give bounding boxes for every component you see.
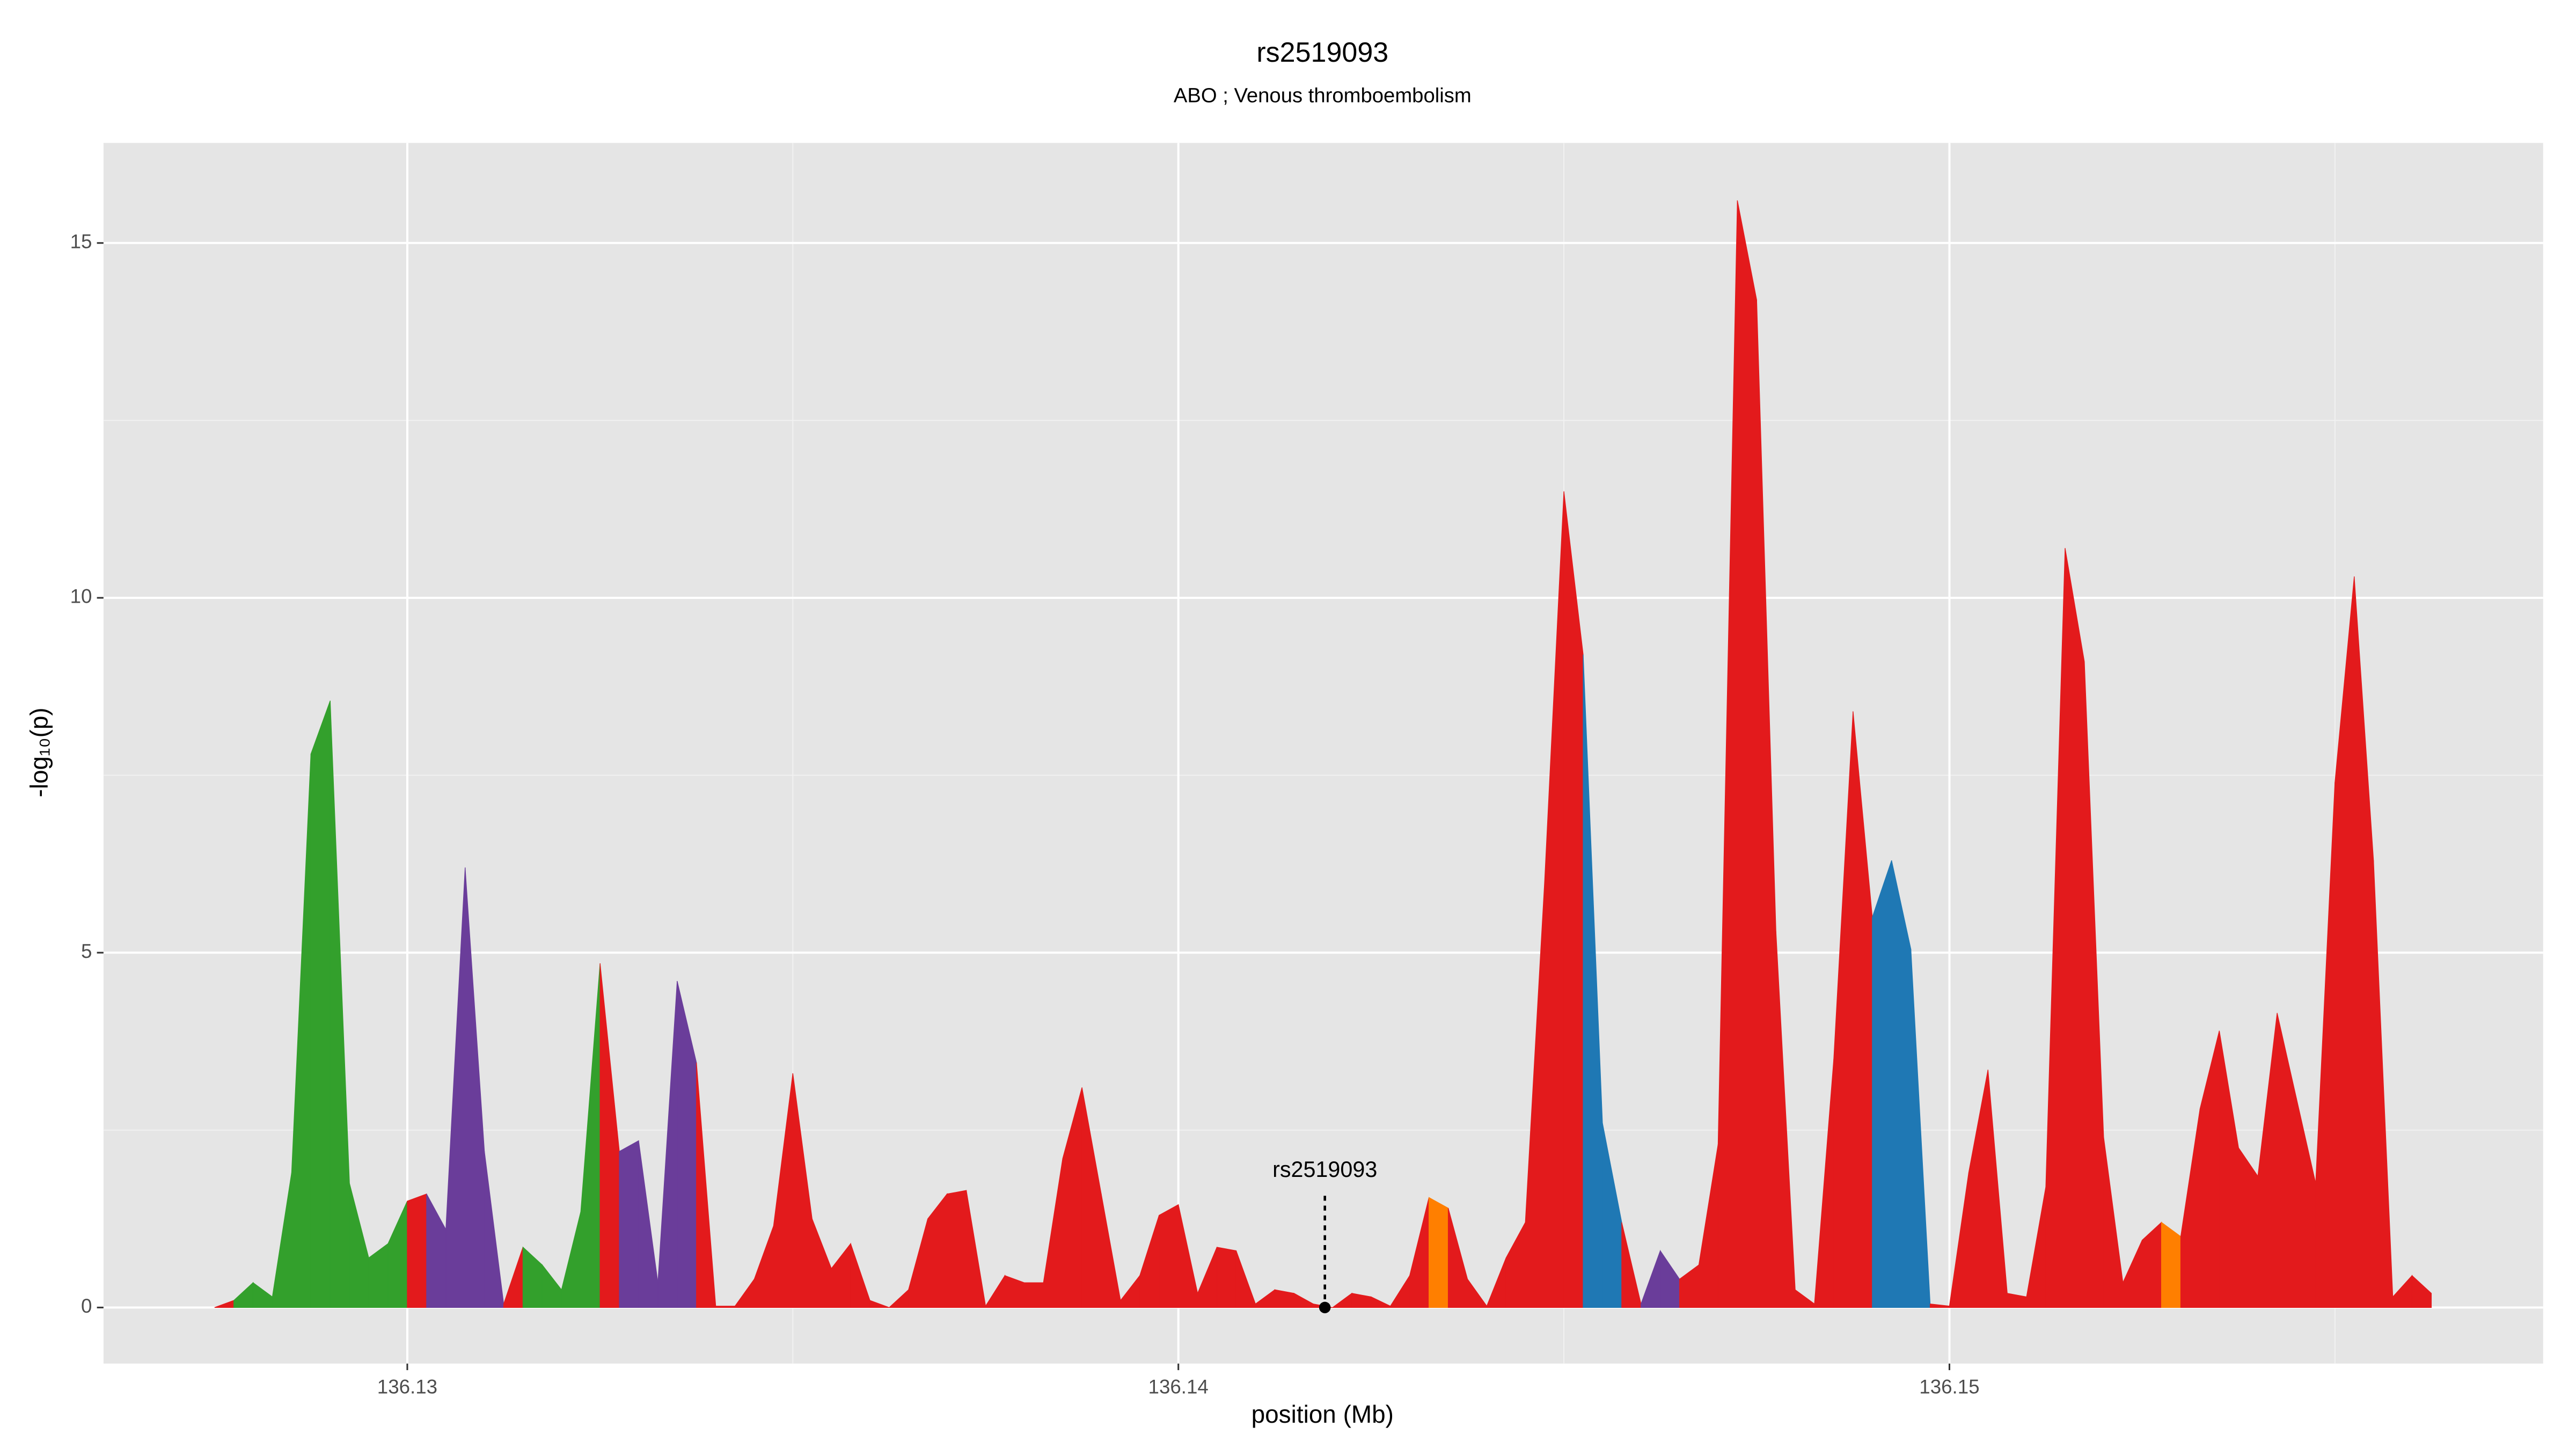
y-axis-title: -log₁₀(p) [25, 707, 53, 797]
area-segment [2161, 1221, 2182, 1308]
area-segment [619, 1140, 639, 1308]
area-segment [1429, 1197, 1449, 1308]
area-segment [2065, 548, 2085, 1308]
area-segment [947, 1190, 967, 1308]
area-segment [2238, 1146, 2258, 1308]
annotation-label: rs2519093 [1272, 1157, 1377, 1182]
y-tick-label: 0 [81, 1295, 92, 1317]
y-tick-label: 5 [81, 940, 92, 962]
y-tick-label: 10 [70, 586, 92, 608]
area-segment [1737, 200, 1757, 1308]
y-tick-label: 15 [70, 230, 92, 252]
area-segment [1872, 860, 1892, 1308]
area-segment [1023, 1282, 1044, 1308]
area-segment [715, 1306, 736, 1308]
x-tick-label: 136.13 [377, 1375, 437, 1397]
area-segment [869, 1300, 890, 1308]
plot-background [103, 143, 2543, 1364]
area-segment [1216, 1247, 1237, 1308]
x-tick-label: 136.15 [1919, 1375, 1979, 1397]
area-segment [310, 700, 331, 1308]
x-tick-label: 136.14 [1148, 1375, 1209, 1397]
area-segment [407, 1193, 427, 1308]
x-axis-title: position (Mb) [1252, 1400, 1394, 1428]
annotation-point [1319, 1301, 1331, 1314]
area-segment [2411, 1275, 2432, 1308]
chart-title: rs2519093 [1256, 37, 1388, 68]
area-segment [1159, 1204, 1179, 1308]
chart-subtitle: ABO ; Venous thromboembolism [1174, 84, 1472, 107]
